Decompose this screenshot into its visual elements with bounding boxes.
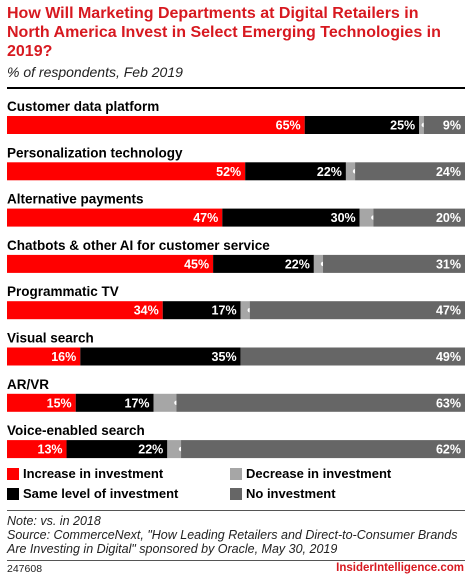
legend-swatch: [7, 488, 19, 500]
bar-segment-decrease: [167, 440, 182, 459]
bar-segment-none: [423, 116, 465, 134]
data-label-same: 22%: [317, 165, 342, 179]
data-label-same: 22%: [285, 257, 310, 271]
bar-segment-none: [249, 301, 465, 320]
bar-segment-decrease: [345, 162, 356, 181]
bar-segment-none: [176, 393, 465, 412]
data-label-none: 31%: [436, 257, 461, 271]
footer-divider: [7, 560, 465, 561]
data-label-none: 49%: [436, 350, 461, 364]
data-label-none: 9%: [443, 119, 461, 133]
legend-label: Same level of investment: [23, 486, 179, 501]
chart-subtitle: % of respondents, Feb 2019: [7, 64, 183, 80]
stacked-bar-chart: Customer data platform65%25%1%9%Personal…: [7, 99, 466, 459]
bar-segment-none: [323, 254, 465, 273]
bar-segment-same: [66, 440, 168, 459]
legend-swatch: [230, 468, 242, 480]
legend-label: Decrease in investment: [246, 466, 392, 481]
chart-id: 247608: [7, 563, 43, 575]
data-label-none: 24%: [436, 165, 461, 179]
data-label-same: 17%: [125, 396, 150, 410]
bar-segment-same: [222, 208, 360, 227]
legend-swatch: [7, 468, 19, 480]
legend-label: Increase in investment: [23, 466, 164, 481]
category-label: Alternative payments: [7, 192, 144, 207]
title-divider: [7, 87, 465, 89]
bar-segment-increase: [7, 393, 76, 412]
category-label: Visual search: [7, 331, 94, 346]
bar-segment-none: [181, 440, 466, 459]
data-label-same: 22%: [138, 443, 163, 457]
note-divider: [7, 510, 465, 511]
data-label-none: 62%: [436, 443, 461, 457]
bar-segment-same: [245, 162, 346, 181]
note-line: Note: vs. in 2018: [7, 514, 101, 528]
data-label-increase: 52%: [216, 165, 241, 179]
category-label: Chatbots & other AI for customer service: [7, 238, 270, 253]
bar-segment-decrease: [153, 393, 177, 412]
bar-segment-increase: [7, 116, 305, 134]
bar-segment-increase: [7, 347, 81, 366]
bar-segment-increase: [7, 440, 67, 459]
data-label-increase: 34%: [134, 304, 159, 318]
bar-segment-same: [304, 116, 420, 134]
bar-segment-none: [240, 347, 465, 366]
bar-segment-decrease: [240, 301, 250, 320]
bar-segment-increase: [7, 301, 163, 320]
data-label-same: 17%: [212, 304, 237, 318]
chart-title: How Will Marketing Departments at Digita…: [7, 5, 441, 60]
bar-segment-same: [162, 301, 241, 320]
bar-segment-increase: [7, 208, 223, 227]
category-label: Voice-enabled search: [7, 423, 145, 438]
legend-label: No investment: [246, 486, 336, 501]
data-label-increase: 47%: [193, 211, 218, 225]
bar-segment-none: [373, 208, 465, 227]
category-label: AR/VR: [7, 377, 49, 392]
bar-segment-increase: [7, 254, 214, 273]
bar-segment-decrease: [419, 116, 424, 134]
data-label-increase: 16%: [51, 350, 76, 364]
brand-logo: InsiderIntelligence.com: [336, 562, 464, 574]
category-label: Programmatic TV: [7, 284, 119, 299]
legend-swatch: [230, 488, 242, 500]
bar-segment-same: [80, 347, 241, 366]
bar-segment-decrease: [313, 254, 324, 273]
data-label-increase: 45%: [184, 257, 209, 271]
data-label-none: 20%: [436, 211, 461, 225]
data-label-increase: 13%: [38, 443, 63, 457]
chart-legend: Increase in investment Decrease in inves…: [7, 466, 467, 506]
data-label-same: 30%: [331, 211, 356, 225]
data-label-none: 63%: [436, 396, 461, 410]
data-label-increase: 65%: [276, 119, 301, 133]
source-line: Source: CommerceNext, "How Leading Retai…: [7, 528, 458, 556]
bar-segment-none: [355, 162, 465, 181]
bar-segment-same: [213, 254, 314, 273]
bar-segment-decrease: [359, 208, 374, 227]
chart-note: Note: vs. in 2018 Source: CommerceNext, …: [7, 514, 465, 556]
category-label: Customer data platform: [7, 99, 159, 114]
bar-segment-increase: [7, 162, 246, 181]
data-label-same: 25%: [390, 119, 415, 133]
data-label-increase: 15%: [47, 396, 72, 410]
data-label-same: 35%: [212, 350, 237, 364]
data-label-none: 47%: [436, 304, 461, 318]
bar-segment-same: [75, 393, 154, 412]
category-label: Personalization technology: [7, 145, 183, 160]
